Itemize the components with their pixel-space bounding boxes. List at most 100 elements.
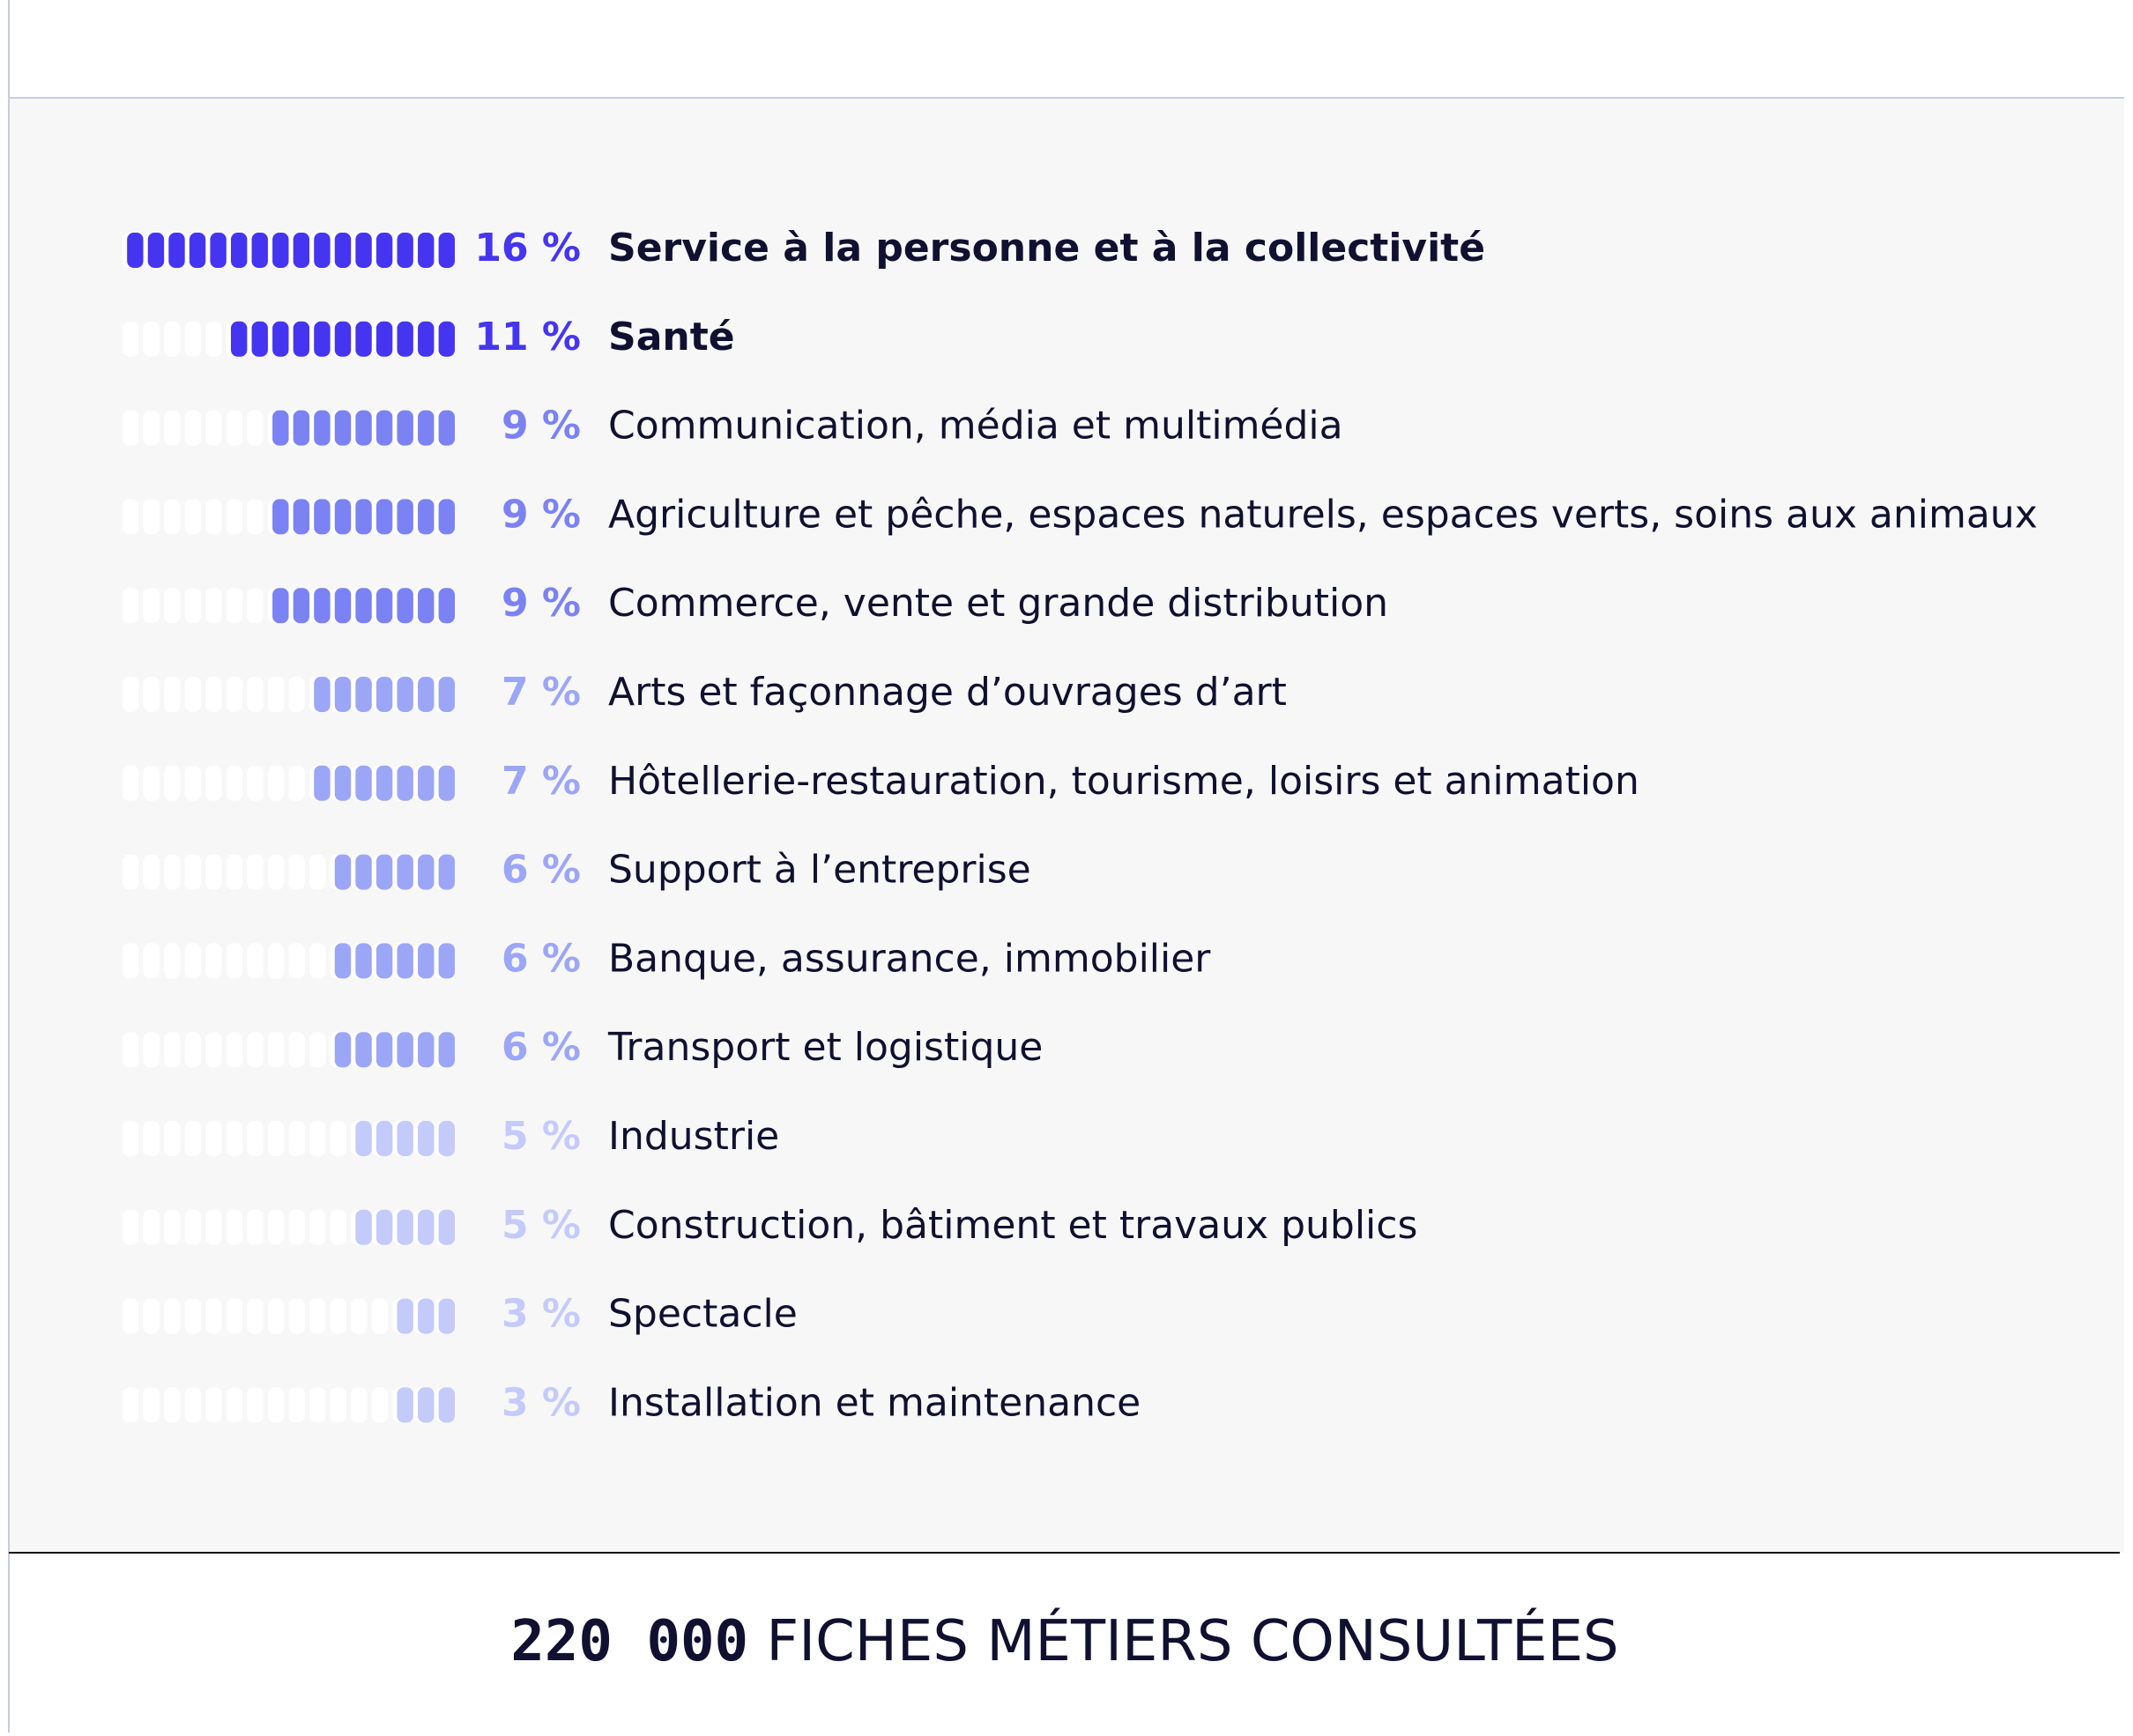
empty-pill xyxy=(123,499,139,535)
pill xyxy=(355,410,372,446)
pill xyxy=(375,321,393,357)
pill xyxy=(272,588,289,624)
value-label: 9 % xyxy=(502,492,581,537)
empty-pill xyxy=(288,1387,305,1423)
empty-pill xyxy=(288,1032,305,1068)
empty-pill xyxy=(205,588,222,624)
empty-pill xyxy=(143,588,160,624)
pill xyxy=(334,943,352,979)
pill xyxy=(334,1032,352,1068)
empty-pill xyxy=(164,1298,181,1334)
empty-pill xyxy=(205,765,222,801)
pill xyxy=(397,1209,413,1245)
value-label: 7 % xyxy=(502,670,581,715)
pill xyxy=(397,410,413,446)
bar xyxy=(355,1209,455,1245)
pill xyxy=(397,1121,413,1156)
empty-pill xyxy=(184,1298,202,1334)
empty-pill xyxy=(123,588,139,624)
pill xyxy=(397,943,413,979)
bar xyxy=(127,233,455,268)
pill xyxy=(375,677,393,712)
empty-pill xyxy=(330,1298,347,1334)
value-label: 5 % xyxy=(502,1203,581,1248)
footer: 220 000 FICHES MÉTIERS CONSULTÉES xyxy=(510,1607,1618,1674)
pill xyxy=(418,1387,435,1423)
footer-number: 220 000 xyxy=(510,1609,748,1674)
empty-pill xyxy=(205,1032,222,1068)
empty-pill xyxy=(309,1298,326,1334)
pill xyxy=(272,321,289,357)
pill xyxy=(355,1121,372,1156)
category-label: Agriculture et pêche, espaces naturels, … xyxy=(608,492,2038,537)
empty-pill xyxy=(309,854,326,890)
pill xyxy=(314,588,331,624)
pill xyxy=(397,1298,413,1334)
pill xyxy=(355,499,372,535)
empty-pill xyxy=(309,943,326,979)
value-label: 6 % xyxy=(502,936,581,981)
pill xyxy=(418,588,435,624)
pill xyxy=(293,233,310,268)
empty-pill xyxy=(184,943,202,979)
pill xyxy=(438,410,455,446)
pill xyxy=(334,854,352,890)
category-label: Service à la personne et à la collectivi… xyxy=(608,226,1485,271)
pill xyxy=(355,677,372,712)
pill xyxy=(314,410,331,446)
empty-pill xyxy=(184,677,202,712)
empty-pill xyxy=(267,943,285,979)
pill xyxy=(334,499,352,535)
empty-pill xyxy=(226,1209,243,1245)
empty-pill xyxy=(143,1298,160,1334)
pill xyxy=(147,233,165,268)
empty-pill xyxy=(351,1387,368,1423)
pill xyxy=(375,499,393,535)
empty-pill xyxy=(205,1387,222,1423)
value-label: 5 % xyxy=(502,1114,581,1159)
empty-pill xyxy=(143,1387,160,1423)
empty-pill xyxy=(330,1121,347,1156)
empty-pill xyxy=(184,499,202,535)
empty-pill xyxy=(371,1298,389,1334)
pill xyxy=(418,1298,435,1334)
empty-pill xyxy=(226,1298,243,1334)
empty-pill xyxy=(123,1032,139,1068)
pill xyxy=(397,677,413,712)
bar xyxy=(334,1032,455,1068)
pill xyxy=(355,233,372,268)
pill xyxy=(293,321,310,357)
empty-pill xyxy=(267,1209,285,1245)
pill xyxy=(397,233,413,268)
empty-pill xyxy=(226,943,243,979)
empty-pill xyxy=(123,1209,139,1245)
bar xyxy=(355,1121,455,1156)
pill xyxy=(314,677,331,712)
empty-pill xyxy=(205,1121,222,1156)
category-label: Santé xyxy=(608,315,735,360)
footer-text: FICHES MÉTIERS CONSULTÉES xyxy=(766,1607,1618,1674)
empty-pill xyxy=(123,410,139,446)
pill xyxy=(314,233,331,268)
empty-pill xyxy=(164,499,181,535)
bar xyxy=(272,588,455,624)
bar xyxy=(334,854,455,890)
empty-pill xyxy=(288,943,305,979)
value-label: 11 % xyxy=(474,315,581,360)
pill xyxy=(397,854,413,890)
empty-pill xyxy=(267,765,285,801)
pill xyxy=(375,765,393,801)
empty-slots xyxy=(123,1387,450,1423)
empty-pill xyxy=(267,854,285,890)
empty-pill xyxy=(164,765,181,801)
empty-pill xyxy=(247,677,264,712)
pill xyxy=(397,1032,413,1068)
empty-pill xyxy=(247,1387,264,1423)
empty-pill xyxy=(309,1387,326,1423)
pill xyxy=(438,499,455,535)
empty-pill xyxy=(123,677,139,712)
pill xyxy=(334,321,352,357)
chart-panel xyxy=(9,98,2124,1553)
pill xyxy=(375,410,393,446)
empty-pill xyxy=(184,765,202,801)
